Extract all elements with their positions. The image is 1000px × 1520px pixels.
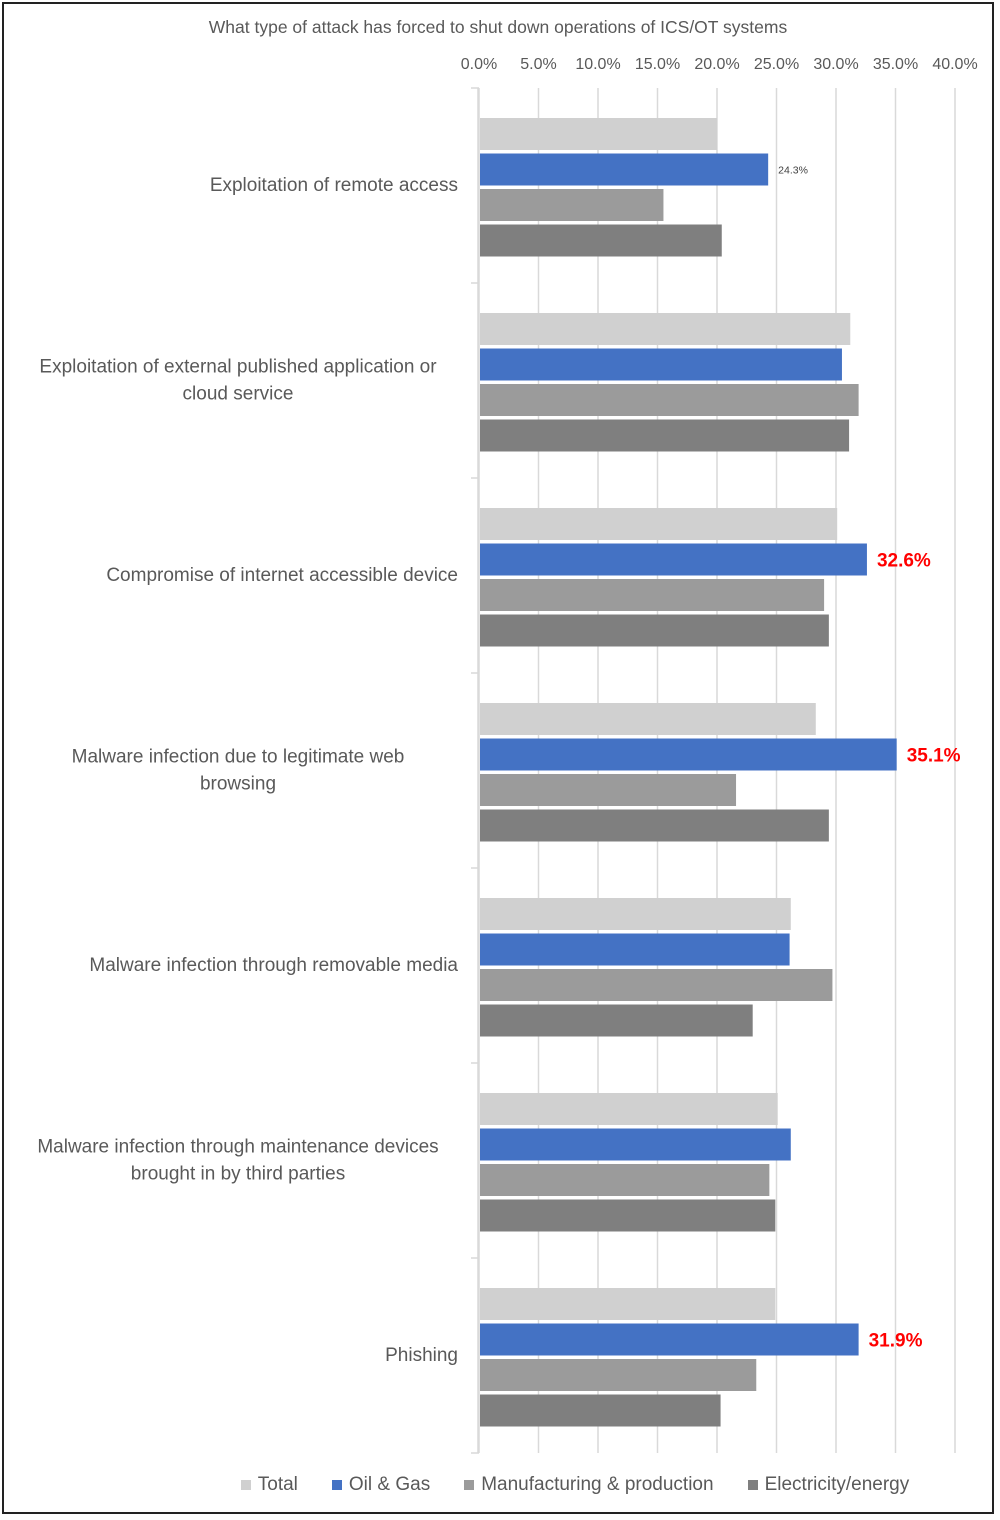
bar bbox=[480, 738, 897, 771]
bar bbox=[480, 1199, 776, 1232]
category-label: Compromise of internet accessible device bbox=[106, 565, 458, 586]
bar bbox=[480, 384, 859, 416]
data-label: 31.9% bbox=[869, 1331, 923, 1352]
bar bbox=[480, 348, 842, 381]
category-label-line: browsing bbox=[200, 774, 276, 795]
chart-title: What type of attack has forced to shut d… bbox=[208, 17, 788, 37]
x-tick-label: 40.0% bbox=[932, 56, 977, 73]
legend-label: Manufacturing & production bbox=[481, 1474, 714, 1495]
bar bbox=[480, 579, 825, 611]
bar bbox=[480, 898, 791, 930]
x-tick-label: 10.0% bbox=[575, 56, 620, 73]
bar bbox=[480, 313, 851, 345]
legend-item: Oil & Gas bbox=[331, 1474, 431, 1496]
x-tick-label: 30.0% bbox=[813, 56, 858, 73]
x-tick-label: 0.0% bbox=[461, 56, 497, 73]
category-label: Phishing bbox=[385, 1345, 458, 1366]
bar bbox=[480, 703, 816, 735]
x-tick-label: 35.0% bbox=[873, 56, 918, 73]
bar bbox=[480, 543, 867, 576]
category-label-line: Malware infection through maintenance de… bbox=[37, 1137, 438, 1158]
category-label: Malware infection through maintenance de… bbox=[37, 1137, 438, 1185]
category-label-line: Phishing bbox=[385, 1345, 458, 1366]
bar bbox=[480, 774, 737, 806]
category-label: Exploitation of remote access bbox=[210, 175, 458, 196]
chart-legend: Total Oil & Gas Manufacturing & production… bbox=[0, 1474, 1000, 1496]
bar bbox=[480, 1093, 778, 1125]
bar bbox=[480, 1004, 753, 1037]
category-label-line: Malware infection through removable medi… bbox=[89, 955, 458, 976]
legend-swatch-icon bbox=[464, 1480, 475, 1490]
legend-swatch-icon bbox=[747, 1480, 758, 1490]
bar bbox=[480, 1394, 721, 1427]
category-label-line: brought in by third parties bbox=[131, 1164, 345, 1185]
legend-label: Total bbox=[257, 1474, 298, 1495]
legend-item: Electricity/energy bbox=[747, 1474, 910, 1496]
category-label: Exploitation of external published appli… bbox=[39, 357, 437, 405]
bar bbox=[480, 508, 838, 540]
x-tick-label: 20.0% bbox=[694, 56, 739, 73]
category-label-line: Compromise of internet accessible device bbox=[106, 565, 458, 586]
category-label-line: Malware infection due to legitimate web bbox=[72, 747, 405, 768]
bar bbox=[480, 969, 833, 1001]
data-label: 32.6% bbox=[877, 551, 931, 572]
category-label-line: cloud service bbox=[183, 384, 294, 405]
legend-swatch-icon bbox=[240, 1480, 251, 1490]
data-label: 24.3% bbox=[778, 165, 808, 177]
data-label: 35.1% bbox=[907, 746, 961, 767]
bar bbox=[480, 933, 790, 966]
bar-chart: 0.0% 5.0% 10.0% 15.0% 20.0% 25.0% 30.0% 35.0% 40… bbox=[37, 56, 978, 1454]
x-tick-label: 5.0% bbox=[520, 56, 556, 73]
bar bbox=[480, 153, 769, 186]
category-label: Malware infection due to legitimate web b… bbox=[72, 747, 405, 795]
legend-swatch-icon bbox=[331, 1480, 342, 1490]
x-tick-label: 25.0% bbox=[754, 56, 799, 73]
bar bbox=[480, 614, 829, 647]
legend-item: Manufacturing & production bbox=[464, 1474, 714, 1496]
bar bbox=[480, 1288, 776, 1320]
legend-label: Oil & Gas bbox=[348, 1474, 431, 1495]
category-label-line: Exploitation of external published appli… bbox=[39, 357, 437, 378]
category-label: Malware infection through removable medi… bbox=[89, 955, 458, 976]
bar bbox=[480, 224, 722, 257]
x-tick-label: 15.0% bbox=[635, 56, 680, 73]
legend-label: Electricity/energy bbox=[764, 1474, 910, 1495]
legend-item: Total bbox=[240, 1474, 298, 1496]
bar bbox=[480, 118, 717, 150]
bar bbox=[480, 1323, 859, 1356]
bar bbox=[480, 419, 850, 452]
bar bbox=[480, 189, 664, 221]
bar bbox=[480, 1164, 770, 1196]
bar bbox=[480, 1359, 757, 1391]
bar bbox=[480, 1128, 791, 1161]
category-label-line: Exploitation of remote access bbox=[210, 175, 458, 196]
bar bbox=[480, 809, 829, 842]
